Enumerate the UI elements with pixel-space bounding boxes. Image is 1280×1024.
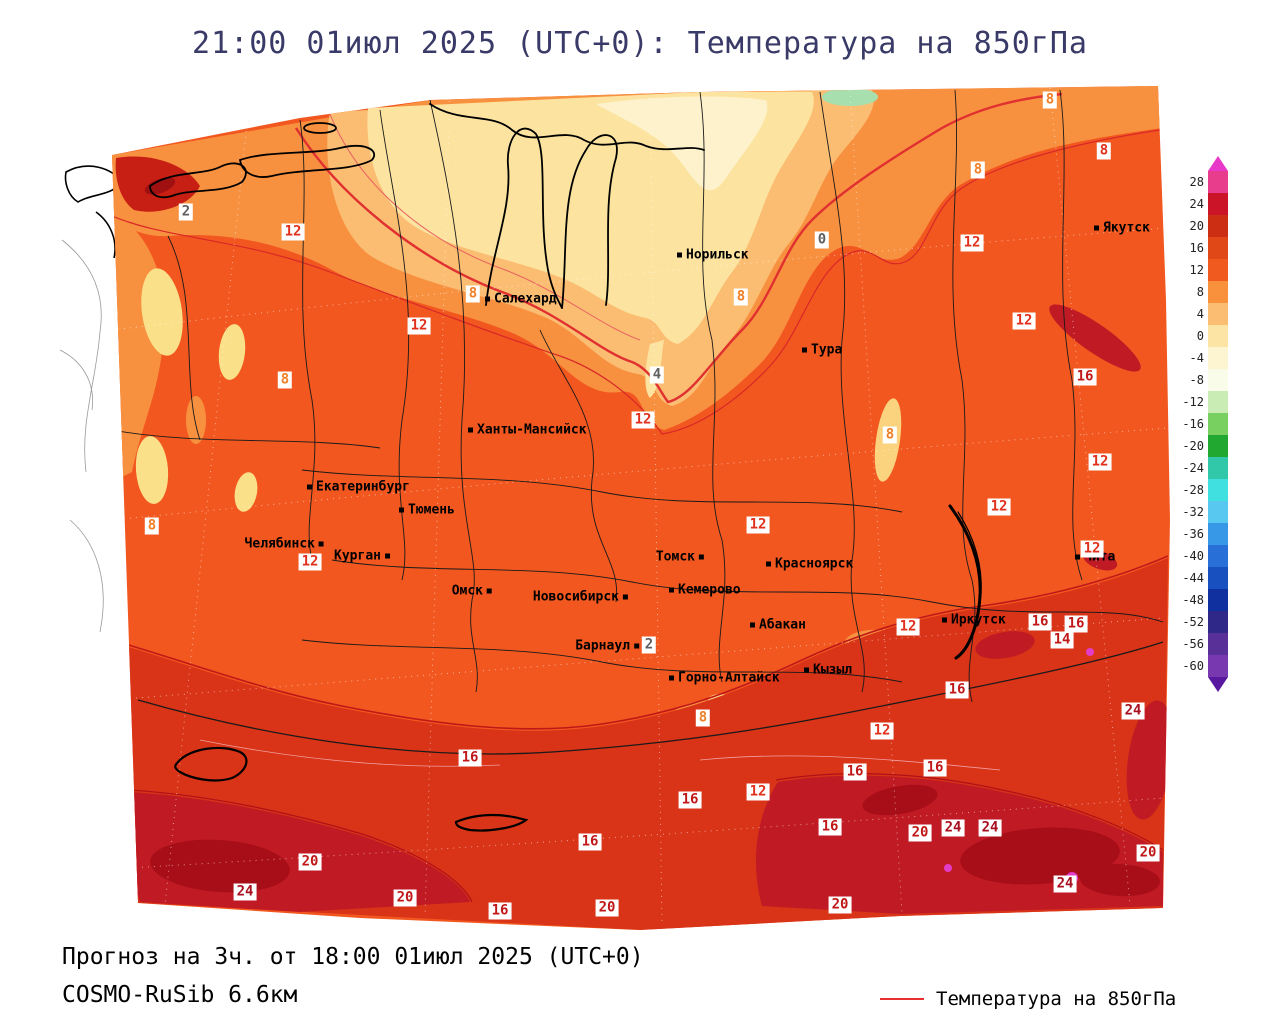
colorbar-tick-label: -24 — [1182, 461, 1204, 475]
colorbar-swatch — [1208, 633, 1228, 655]
margin-geography — [59, 165, 123, 633]
colorbar-row: 12 — [1176, 259, 1236, 281]
colorbar-swatch — [1208, 369, 1228, 391]
page-title: 21:00 01июл 2025 (UTC+0): Температура на… — [192, 26, 1088, 61]
colorbar-swatch — [1208, 501, 1228, 523]
colorbar-row: -28 — [1176, 479, 1236, 501]
colorbar-row: 20 — [1176, 215, 1236, 237]
colorbar-swatch — [1208, 523, 1228, 545]
lake-baikal-outline — [948, 504, 982, 660]
colorbar-row: 4 — [1176, 303, 1236, 325]
colorbar-tick-label: -52 — [1182, 615, 1204, 629]
colorbar-row: -52 — [1176, 611, 1236, 633]
colorbar-tick-label: -12 — [1182, 395, 1204, 409]
colorbar-row: -48 — [1176, 589, 1236, 611]
colorbar-tick-label: 0 — [1196, 329, 1204, 343]
temperature-line-icon — [880, 998, 924, 1000]
colorbar-swatch — [1208, 567, 1228, 589]
colorbar-row: -44 — [1176, 567, 1236, 589]
legend-label: Температура на 850гПа — [936, 988, 1177, 1010]
colorbar-row: -36 — [1176, 523, 1236, 545]
colorbar-swatch — [1208, 171, 1228, 193]
colorbar-tick-label: 8 — [1196, 285, 1204, 299]
colorbar-tick-label: 4 — [1196, 307, 1204, 321]
colorbar-swatch — [1208, 215, 1228, 237]
colorbar-tick-label: -32 — [1182, 505, 1204, 519]
colorbar-swatch — [1208, 589, 1228, 611]
colorbar-swatch — [1208, 325, 1228, 347]
colorbar-tick-label: -4 — [1189, 351, 1204, 365]
colorbar-tick-label: -20 — [1182, 439, 1204, 453]
colorbar-tick-label: -16 — [1182, 417, 1204, 431]
colorbar-row: -8 — [1176, 369, 1236, 391]
colorbar-swatch — [1208, 457, 1228, 479]
colorbar-swatch — [1208, 259, 1228, 281]
colorbar-swatch — [1208, 435, 1228, 457]
colorbar-tick-label: 28 — [1189, 175, 1204, 189]
colorbar-tick-label: -44 — [1182, 571, 1204, 585]
colorbar-tick-label: 24 — [1189, 197, 1204, 211]
colorbar-row: -12 — [1176, 391, 1236, 413]
colorbar-swatch — [1208, 479, 1228, 501]
colorbar-row: -56 — [1176, 633, 1236, 655]
colorbar-swatch — [1208, 611, 1228, 633]
colorbar-tick-label: 16 — [1189, 241, 1204, 255]
colorbar-swatch — [1208, 193, 1228, 215]
colorbar-swatch — [1208, 391, 1228, 413]
map-legend: Температура на 850гПа — [880, 988, 1176, 1010]
colorbar-tick-label: 12 — [1189, 263, 1204, 277]
colorbar-row: -32 — [1176, 501, 1236, 523]
colorbar-swatch — [1208, 347, 1228, 369]
colorbar-row: -24 — [1176, 457, 1236, 479]
colorbar-tick-label: -56 — [1182, 637, 1204, 651]
colorbar-tick-label: -28 — [1182, 483, 1204, 497]
colorbar-row: 16 — [1176, 237, 1236, 259]
colorbar-tick-label: -36 — [1182, 527, 1204, 541]
colorbar-row: 8 — [1176, 281, 1236, 303]
colorbar-row: -40 — [1176, 545, 1236, 567]
colorbar-tick-label: -48 — [1182, 593, 1204, 607]
colorbar-tick-label: 20 — [1189, 219, 1204, 233]
colorbar-swatch — [1208, 545, 1228, 567]
model-info: COSMO-RuSib 6.6км — [62, 982, 298, 1008]
colorbar-swatch — [1208, 237, 1228, 259]
colorbar-swatch — [1208, 281, 1228, 303]
colorbar-tick-label: -8 — [1189, 373, 1204, 387]
colorbar-row: -16 — [1176, 413, 1236, 435]
colorbar-swatch — [1208, 303, 1228, 325]
colorbar: 28 24 20 16 12 8 4 0 -4 -8 -12 -16 -20 -24 -28 -32 -36 -4… — [1176, 156, 1236, 692]
colorbar-row: 28 — [1176, 171, 1236, 193]
colorbar-row: 24 — [1176, 193, 1236, 215]
colorbar-arrow-bottom — [1208, 677, 1228, 692]
colorbar-row: -20 — [1176, 435, 1236, 457]
graticule — [112, 87, 1169, 926]
colorbar-row: -60 — [1176, 655, 1236, 677]
colorbar-tick-label: -60 — [1182, 659, 1204, 673]
coastline — [149, 103, 982, 832]
forecast-info: Прогноз на 3ч. от 18:00 01июл 2025 (UTC+… — [62, 944, 644, 970]
colorbar-row: 0 — [1176, 325, 1236, 347]
colorbar-swatch — [1208, 655, 1228, 677]
colorbar-row: -4 — [1176, 347, 1236, 369]
colorbar-arrow-top — [1208, 156, 1228, 171]
colorbar-tick-label: -40 — [1182, 549, 1204, 563]
colorbar-swatch — [1208, 413, 1228, 435]
